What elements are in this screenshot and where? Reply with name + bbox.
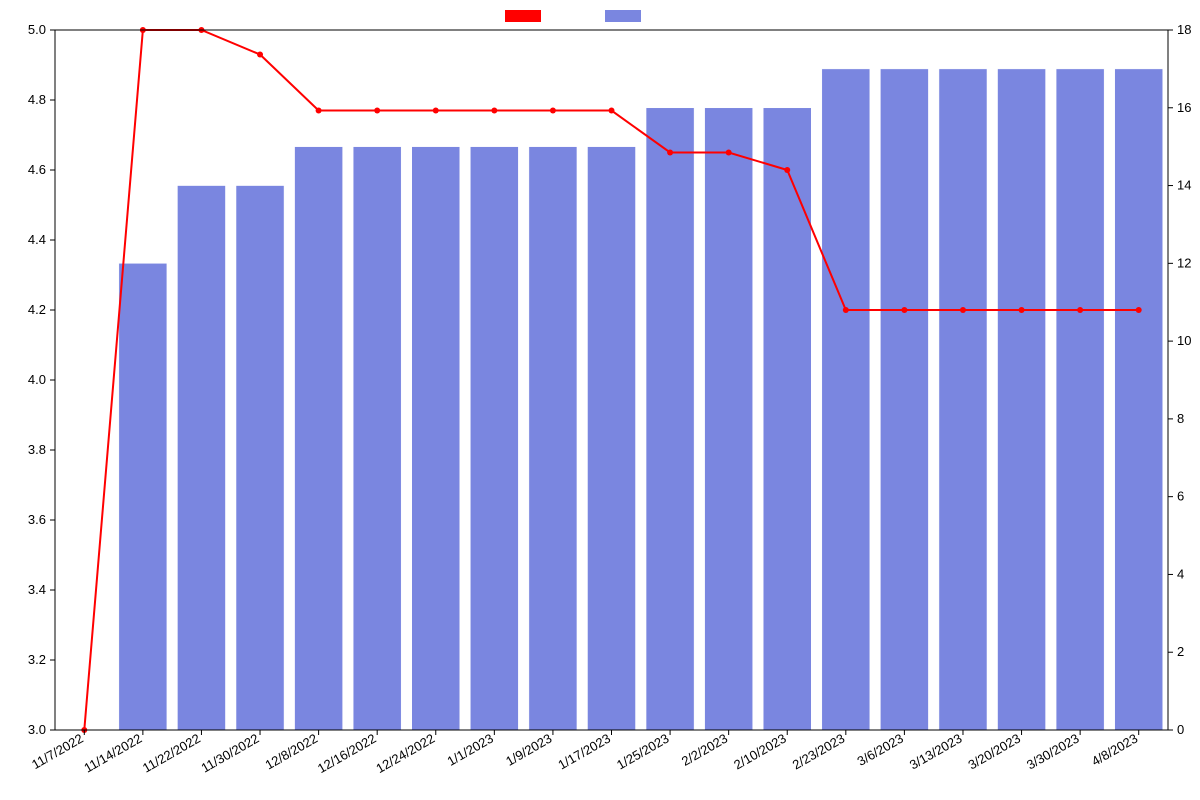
bar [412, 147, 460, 730]
line-marker [550, 108, 556, 114]
legend-line-swatch [505, 10, 541, 22]
xticklabel: 12/16/2022 [315, 731, 379, 777]
line-marker [843, 307, 849, 313]
bar [646, 108, 694, 730]
xticklabel: 3/20/2023 [965, 731, 1023, 773]
xticklabel: 1/9/2023 [503, 731, 554, 769]
yticklabel-right: 6 [1177, 489, 1184, 504]
line-marker [667, 150, 673, 156]
xticklabel: 2/2/2023 [679, 731, 730, 769]
line-marker [901, 307, 907, 313]
bar [939, 69, 987, 730]
bar [705, 108, 753, 730]
bar [1115, 69, 1163, 730]
yticklabel-right: 8 [1177, 411, 1184, 426]
yticklabel-right: 12 [1177, 255, 1191, 270]
bar [295, 147, 343, 730]
yticklabel-right: 14 [1177, 178, 1191, 193]
line-marker [1136, 307, 1142, 313]
bar [529, 147, 577, 730]
chart-svg: 3.0 3.2 3.4 3.6 3.8 4.0 4.2 4.4 4.6 4.8 5.0 0 2 4 6 8 10… [0, 0, 1200, 800]
line-marker [257, 52, 263, 58]
line-marker [1019, 307, 1025, 313]
yticklabel-left: 4.6 [28, 162, 46, 177]
xticklabel: 12/8/2022 [263, 731, 321, 773]
yticklabel-left: 4.2 [28, 302, 46, 317]
yticklabel-left: 4.8 [28, 92, 46, 107]
bar [236, 186, 284, 730]
bar [763, 108, 811, 730]
line-marker [726, 150, 732, 156]
combo-chart: 3.0 3.2 3.4 3.6 3.8 4.0 4.2 4.4 4.6 4.8 5.0 0 2 4 6 8 10… [0, 0, 1200, 800]
line-marker [316, 108, 322, 114]
yticklabel-left: 3.4 [28, 582, 46, 597]
bar [470, 147, 518, 730]
yticklabel-left: 4.0 [28, 372, 46, 387]
bar [177, 186, 225, 730]
line-marker [960, 307, 966, 313]
line-marker [433, 108, 439, 114]
yticklabel-right: 18 [1177, 22, 1191, 37]
bar [880, 69, 928, 730]
bar [353, 147, 401, 730]
yticklabel-left: 3.2 [28, 652, 46, 667]
xticklabel: 1/17/2023 [555, 731, 613, 773]
bar [998, 69, 1046, 730]
xticklabel: 12/24/2022 [373, 731, 437, 777]
line-marker [784, 167, 790, 173]
yticklabel-right: 2 [1177, 644, 1184, 659]
bar [587, 147, 635, 730]
yticklabel-right: 10 [1177, 333, 1191, 348]
xticklabel: 11/14/2022 [81, 731, 144, 776]
legend-bar-swatch [605, 10, 641, 22]
xticklabel: 2/23/2023 [790, 731, 848, 773]
xticklabel: 3/6/2023 [855, 731, 906, 769]
line-marker [1077, 307, 1083, 313]
line-marker [609, 108, 615, 114]
bar [1056, 69, 1104, 730]
line-marker [491, 108, 497, 114]
bar [822, 69, 870, 730]
xticklabel: 4/8/2023 [1089, 731, 1140, 769]
yticklabel-left: 4.4 [28, 232, 46, 247]
yticklabel-right: 16 [1177, 100, 1191, 115]
xticklabel: 11/30/2022 [199, 731, 262, 776]
xticklabel: 1/25/2023 [614, 731, 672, 773]
yticklabel-right: 0 [1177, 722, 1184, 737]
yticklabel-left: 5.0 [28, 22, 46, 37]
yticklabel-left: 3.0 [28, 722, 46, 737]
xticklabel: 1/1/2023 [445, 731, 496, 769]
xticklabel: 3/30/2023 [1024, 731, 1082, 773]
yticklabel-right: 4 [1177, 566, 1184, 581]
yticklabel-left: 3.6 [28, 512, 46, 527]
xticklabel: 3/13/2023 [907, 731, 965, 773]
bar [119, 263, 167, 730]
line-marker [374, 108, 380, 114]
yticklabel-left: 3.8 [28, 442, 46, 457]
xticklabel: 2/10/2023 [731, 731, 789, 773]
xticklabel: 11/22/2022 [140, 731, 203, 776]
